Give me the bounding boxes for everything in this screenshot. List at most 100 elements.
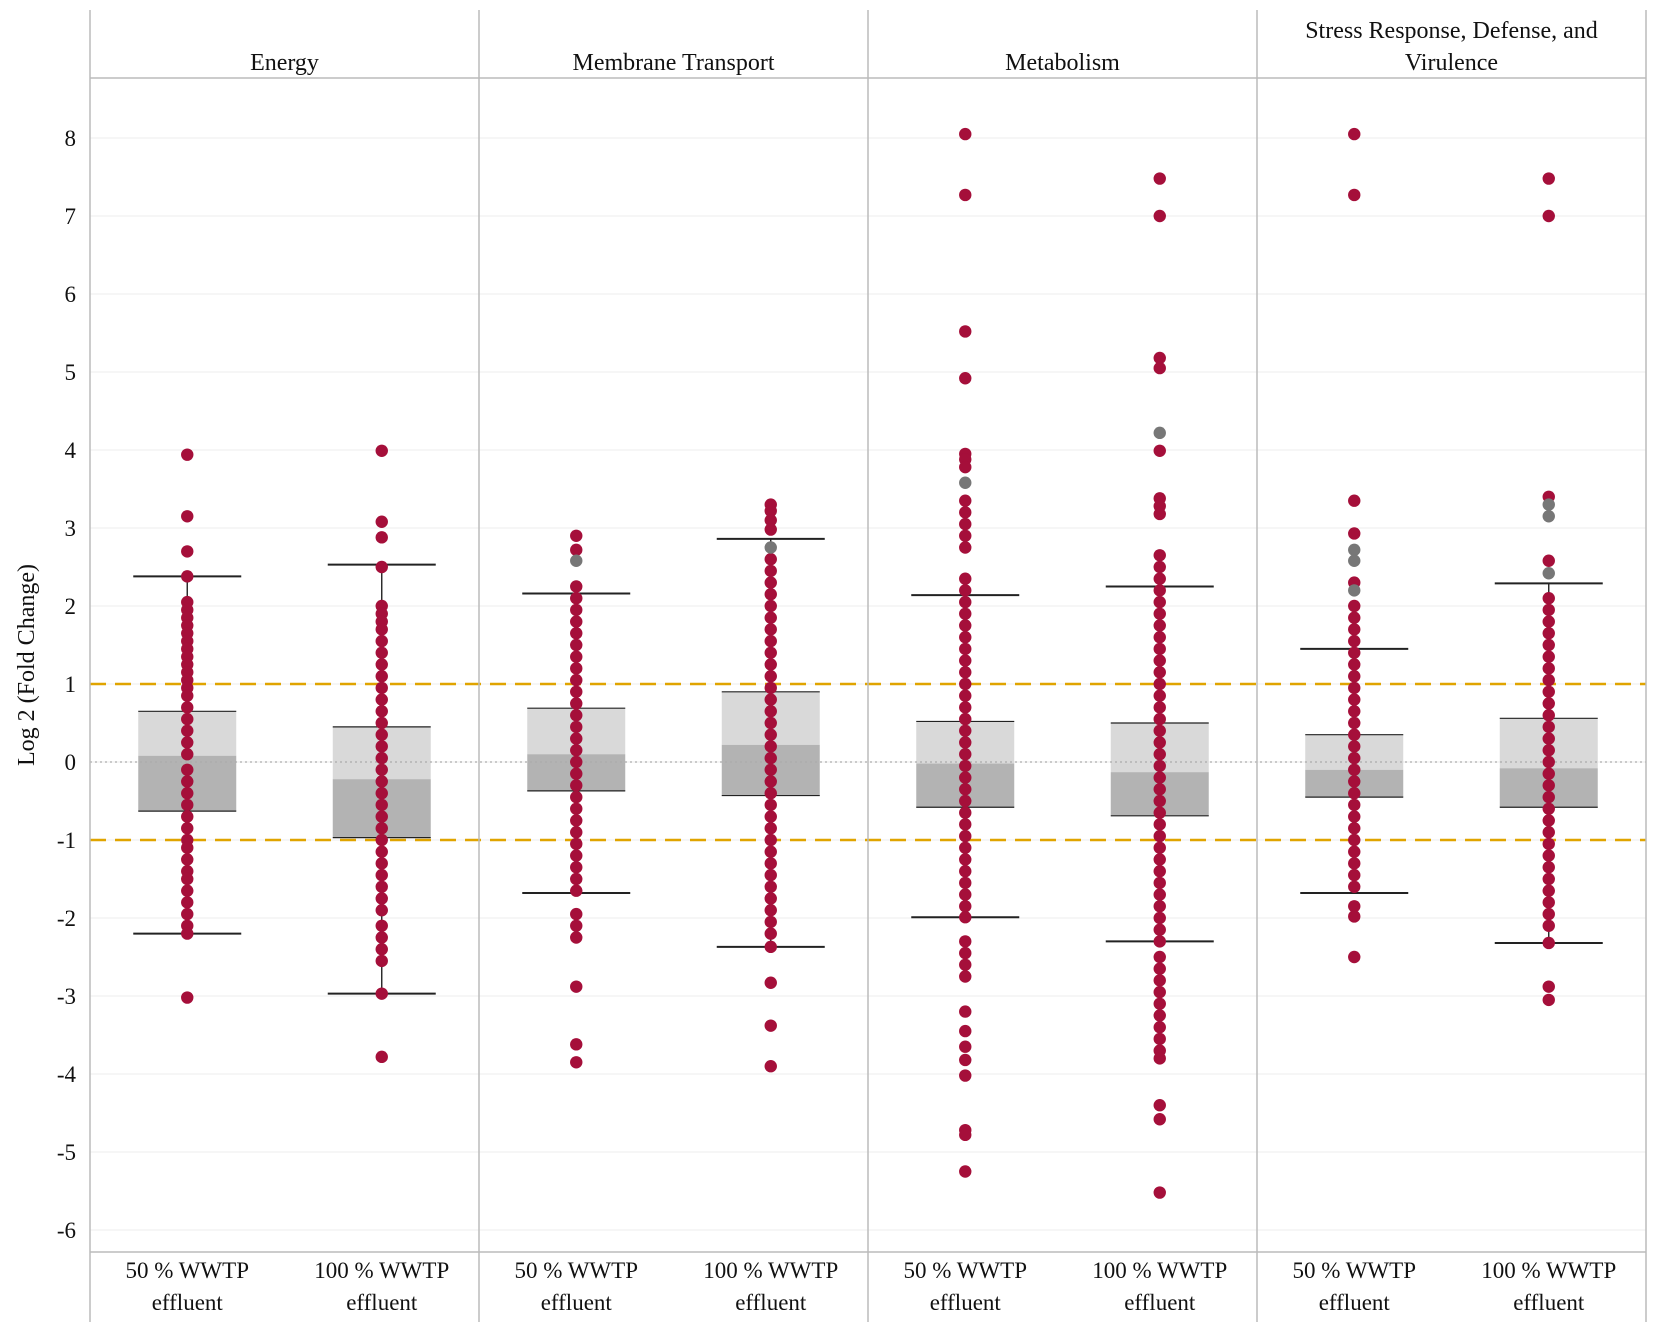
data-point: [1542, 172, 1555, 185]
x-tick-label-line2: effluent: [735, 1290, 807, 1315]
data-point: [1153, 841, 1166, 854]
data-point: [570, 826, 583, 839]
data-point: [1153, 572, 1166, 585]
data-point: [764, 623, 777, 636]
data-point: [570, 767, 583, 780]
x-tick-label-line1: 100 % WWTP: [703, 1258, 838, 1283]
data-point: [1542, 861, 1555, 874]
data-point: [764, 728, 777, 741]
panel-frame: [89, 10, 1647, 1322]
data-point: [1542, 884, 1555, 897]
data-point: [375, 560, 388, 574]
data-point: [375, 515, 388, 528]
data-point: [959, 677, 972, 691]
data-point: [959, 771, 972, 784]
data-point: [1348, 623, 1361, 636]
x-tick-label-line1: 100 % WWTP: [1481, 1258, 1616, 1283]
data-point: [1542, 993, 1555, 1007]
data-point: [570, 872, 583, 886]
y-tick-label: 4: [65, 438, 77, 463]
data-point: [764, 514, 777, 527]
x-tick-label-line2: effluent: [346, 1290, 418, 1315]
data-point: [181, 570, 194, 583]
data-point: [1348, 787, 1361, 800]
data-point: [1542, 779, 1555, 792]
data-point: [1153, 642, 1166, 656]
data-point: [959, 701, 972, 714]
data-point: [764, 763, 777, 776]
data-point: [764, 553, 777, 566]
data-point: [764, 915, 777, 929]
data-point: [764, 646, 777, 659]
x-tick-label-line1: 50 % WWTP: [903, 1258, 1027, 1283]
y-tick-label: -1: [57, 828, 76, 853]
data-point: [1153, 736, 1166, 749]
y-tick-label: 3: [65, 516, 77, 541]
data-point: [1542, 744, 1555, 757]
data-point: [1542, 919, 1555, 932]
y-tick-label: -5: [57, 1140, 76, 1165]
data-point: [570, 755, 583, 769]
data-point: [764, 523, 777, 536]
data-point: [1348, 845, 1361, 858]
data-point: [375, 787, 388, 800]
data-point: [570, 744, 583, 757]
data-point: [570, 673, 583, 687]
data-point: [959, 946, 972, 960]
data-point: [764, 775, 777, 788]
data-point: [764, 857, 777, 870]
data-point: [1348, 868, 1361, 882]
data-point: [1542, 673, 1555, 687]
data-point: [1542, 554, 1555, 567]
data-point: [181, 822, 194, 835]
data-point: [1348, 599, 1361, 613]
data-point: [181, 545, 194, 558]
data-point: [1348, 775, 1361, 788]
data-point: [1153, 1020, 1166, 1034]
data-point: [570, 884, 583, 897]
data-point: [570, 529, 583, 542]
data-point: [764, 976, 777, 989]
data-point: [570, 709, 583, 722]
data-point: [181, 748, 194, 761]
data-point: [1153, 865, 1166, 878]
data-point: [181, 724, 194, 737]
data-point: [375, 775, 388, 788]
data-point: [764, 833, 777, 847]
data-point: [181, 810, 194, 823]
x-tick-label-line1: 50 % WWTP: [125, 1258, 249, 1283]
data-point: [1348, 127, 1361, 141]
data-point: [959, 494, 972, 507]
data-point: [375, 444, 388, 457]
data-point: [1348, 822, 1361, 835]
data-point: [375, 845, 388, 858]
data-point: [764, 588, 777, 601]
x-tick-label-line2: effluent: [930, 1290, 1002, 1315]
data-point: [570, 779, 583, 792]
data-point: [959, 759, 972, 773]
data-point: [959, 806, 972, 819]
data-point: [1542, 650, 1555, 663]
data-point: [181, 775, 194, 788]
data-point: [1348, 833, 1361, 847]
data-point: [181, 712, 194, 726]
y-tick-label: -4: [57, 1062, 77, 1087]
data-point: [1153, 974, 1166, 987]
data-point: [181, 841, 194, 854]
x-tick-label-line1: 50 % WWTP: [1292, 1258, 1416, 1283]
data-point: [1153, 677, 1166, 691]
data-point: [375, 658, 388, 671]
data-point: [1348, 188, 1361, 202]
data-point: [1153, 853, 1166, 866]
data-point: [181, 927, 194, 940]
panel-title: Virulence: [1405, 50, 1498, 76]
data-point: [1153, 560, 1166, 574]
data-point: [375, 681, 388, 695]
data-point: [959, 1024, 972, 1038]
data-point: [1153, 829, 1166, 843]
data-point: [570, 802, 583, 815]
data-point: [181, 448, 194, 461]
data-point: [375, 740, 388, 753]
data-point: [570, 837, 583, 851]
data-point: [1542, 697, 1555, 710]
